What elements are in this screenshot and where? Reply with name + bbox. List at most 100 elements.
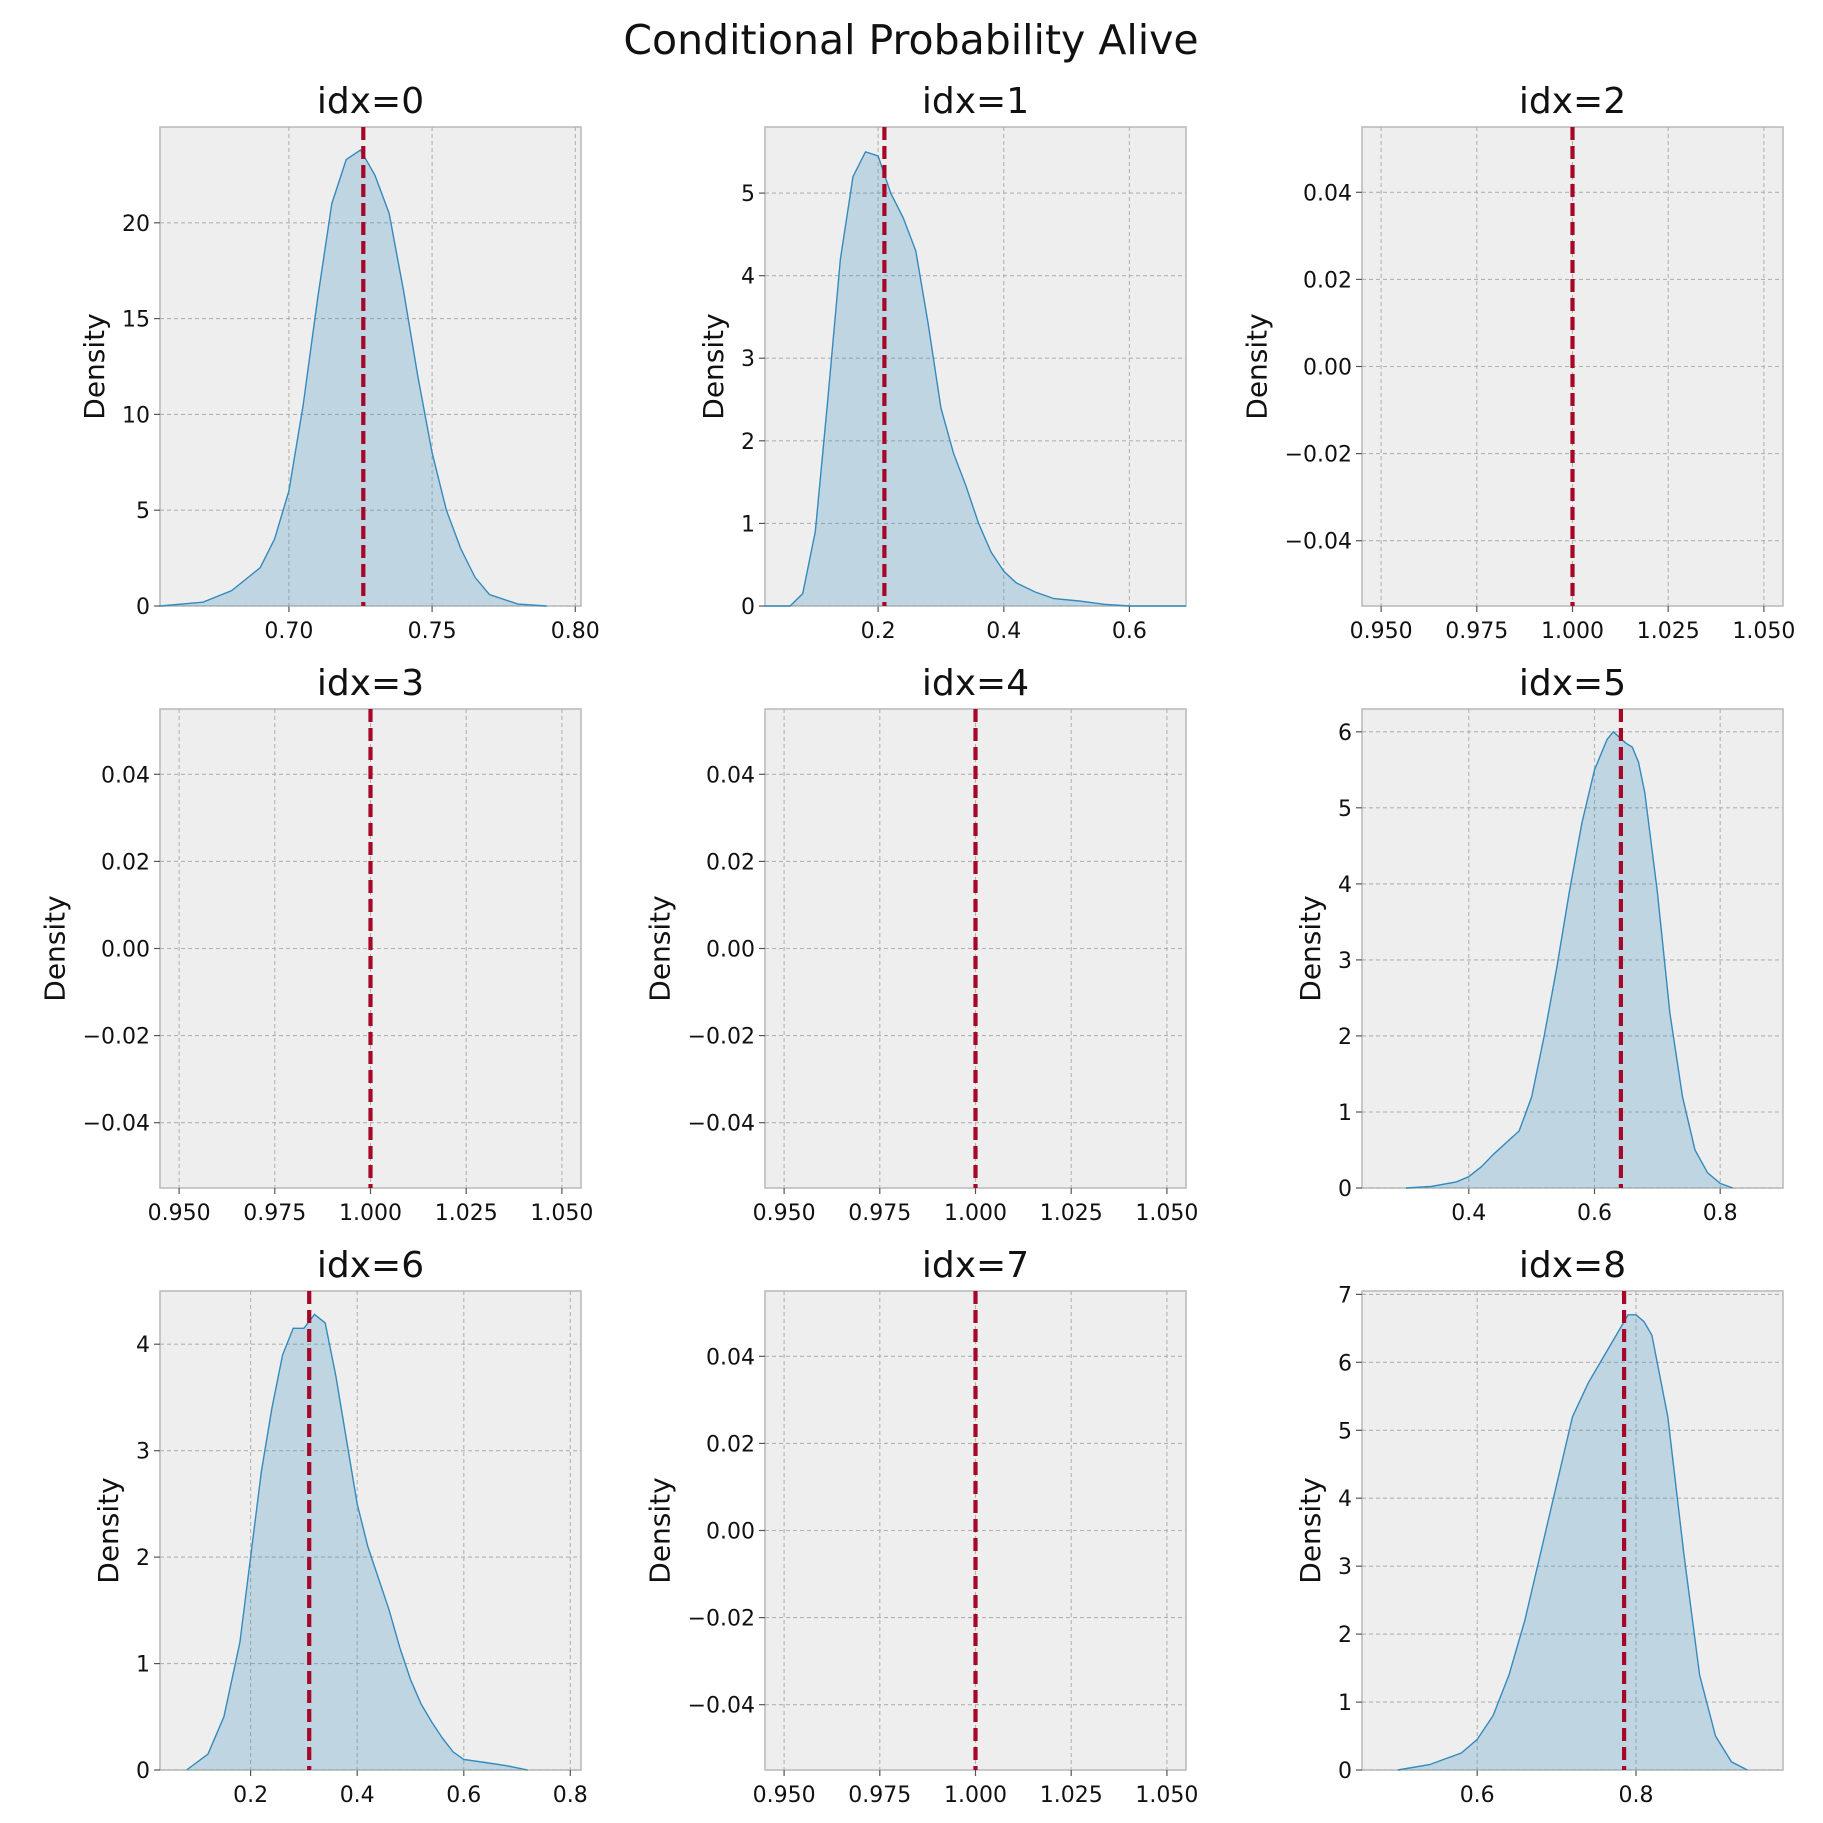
y-tick-label: 0.04 bbox=[1303, 181, 1352, 206]
density-curve bbox=[159, 149, 547, 607]
y-tick-label: 0 bbox=[136, 1759, 150, 1784]
chart-suptitle: Conditional Probability Alive bbox=[623, 16, 1198, 64]
y-axis-label: Density bbox=[644, 895, 677, 1001]
y-tick-label: −0.02 bbox=[83, 1025, 150, 1050]
y-tick-label: 0.04 bbox=[706, 763, 755, 788]
y-tick-label: −0.04 bbox=[83, 1112, 150, 1137]
y-tick-label: 5 bbox=[1338, 797, 1352, 822]
subplot-7: 0.950 0.975 1.000 1.025 1.050 −0.04 −0.02 0.00 0… bbox=[644, 1245, 1199, 1808]
x-tick-label: 1.050 bbox=[530, 1201, 593, 1226]
density-fill bbox=[1397, 1314, 1748, 1770]
subplot-title: idx=0 bbox=[317, 81, 424, 122]
x-tick-label: 0.6 bbox=[446, 1783, 481, 1808]
x-tick-label: 1.050 bbox=[1732, 619, 1795, 644]
density-fill bbox=[186, 1314, 528, 1770]
x-tick-label: 0.8 bbox=[1703, 1201, 1738, 1226]
y-axis-label: Density bbox=[1294, 1477, 1327, 1583]
x-tick-label: 0.975 bbox=[848, 1783, 911, 1808]
x-tick-label: 0.75 bbox=[408, 619, 457, 644]
y-tick-label: 0 bbox=[1338, 1759, 1352, 1784]
subplot-title: idx=4 bbox=[922, 663, 1029, 704]
y-tick-label: −0.02 bbox=[688, 1607, 755, 1632]
density-curve bbox=[765, 150, 1186, 607]
y-axis-label: Density bbox=[644, 1477, 677, 1583]
y-tick-label: 5 bbox=[136, 499, 150, 524]
x-tick-label: 1.000 bbox=[339, 1201, 402, 1226]
y-tick-label: 3 bbox=[136, 1440, 150, 1465]
subplot-1: 0.2 0.4 0.6 0 1 2 3 4 5 idx=1 Density bbox=[697, 81, 1187, 644]
x-tick-label: 0.950 bbox=[1350, 619, 1413, 644]
y-tick-label: 5 bbox=[741, 182, 755, 207]
y-tick-label: 0.02 bbox=[1303, 268, 1352, 293]
subplot-title: idx=8 bbox=[1519, 1245, 1626, 1286]
x-tick-label: 0.950 bbox=[148, 1201, 211, 1226]
density-curve bbox=[186, 1313, 528, 1771]
y-tick-label: 2 bbox=[136, 1546, 150, 1571]
x-tick-label: 0.6 bbox=[1112, 619, 1147, 644]
x-tick-label: 1.000 bbox=[1541, 619, 1604, 644]
y-tick-label: 1 bbox=[136, 1653, 150, 1678]
y-axis-label: Density bbox=[39, 895, 72, 1001]
y-tick-label: 3 bbox=[741, 347, 755, 372]
y-axis-label: Density bbox=[1294, 895, 1327, 1001]
plot-area bbox=[159, 126, 582, 607]
x-tick-label: 0.975 bbox=[243, 1201, 306, 1226]
y-axis-label: Density bbox=[78, 313, 111, 419]
subplot-2: 0.950 0.975 1.000 1.025 1.050 −0.04 −0.02 0.00 0… bbox=[1241, 81, 1796, 644]
x-tick-label: 0.975 bbox=[1445, 619, 1508, 644]
y-tick-label: 7 bbox=[1338, 1283, 1352, 1308]
x-tick-label: 1.025 bbox=[1040, 1783, 1103, 1808]
y-tick-label: 1 bbox=[741, 512, 755, 537]
y-tick-label: 1 bbox=[1338, 1691, 1352, 1716]
subplot-0: 0.70 0.75 0.80 0 5 10 15 20 idx=0 Density bbox=[78, 81, 600, 644]
x-tick-label: 0.4 bbox=[1451, 1201, 1486, 1226]
y-tick-label: 0 bbox=[1338, 1177, 1352, 1202]
x-tick-label: 1.025 bbox=[1637, 619, 1700, 644]
x-tick-label: 0.80 bbox=[551, 619, 600, 644]
x-tick-label: 0.8 bbox=[553, 1783, 588, 1808]
density-curve bbox=[1397, 1314, 1748, 1771]
x-tick-label: 0.70 bbox=[264, 619, 313, 644]
x-tick-label: 0.950 bbox=[753, 1201, 816, 1226]
y-tick-label: 0 bbox=[741, 595, 755, 620]
y-tick-label: 15 bbox=[122, 308, 150, 333]
y-tick-label: 0.04 bbox=[101, 763, 150, 788]
x-tick-label: 0.4 bbox=[986, 619, 1021, 644]
subplot-title: idx=1 bbox=[922, 81, 1029, 122]
y-tick-label: 0.00 bbox=[1303, 356, 1352, 381]
x-tick-label: 1.025 bbox=[435, 1201, 498, 1226]
y-tick-label: 0.00 bbox=[706, 1520, 755, 1545]
y-tick-label: 0.00 bbox=[101, 938, 150, 963]
subplot-3: 0.950 0.975 1.000 1.025 1.050 −0.04 −0.02 0.00 0… bbox=[39, 663, 594, 1226]
y-tick-label: 5 bbox=[1338, 1419, 1352, 1444]
x-tick-label: 0.6 bbox=[1460, 1783, 1495, 1808]
subplot-title: idx=5 bbox=[1519, 663, 1626, 704]
x-tick-label: 0.8 bbox=[1619, 1783, 1654, 1808]
y-tick-label: 10 bbox=[122, 403, 150, 428]
y-tick-label: 3 bbox=[1338, 1555, 1352, 1580]
x-tick-label: 1.050 bbox=[1135, 1783, 1198, 1808]
y-tick-label: 0 bbox=[136, 595, 150, 620]
subplot-title: idx=2 bbox=[1519, 81, 1626, 122]
y-axis-label: Density bbox=[697, 313, 730, 419]
x-tick-label: 1.000 bbox=[944, 1201, 1007, 1226]
x-tick-label: 0.950 bbox=[753, 1783, 816, 1808]
x-tick-label: 1.000 bbox=[944, 1783, 1007, 1808]
y-tick-label: 20 bbox=[122, 212, 150, 237]
y-tick-label: 0.02 bbox=[101, 850, 150, 875]
y-tick-label: 4 bbox=[1338, 1487, 1352, 1512]
y-tick-label: −0.02 bbox=[1285, 443, 1352, 468]
y-tick-label: 1 bbox=[1338, 1101, 1352, 1126]
y-tick-label: 2 bbox=[741, 430, 755, 455]
y-tick-label: −0.04 bbox=[688, 1694, 755, 1719]
subplot-8: 0.6 0.8 0 1 2 3 4 5 6 7 idx=8 Density bbox=[1294, 1245, 1784, 1808]
y-axis-label: Density bbox=[1241, 313, 1274, 419]
x-tick-label: 1.025 bbox=[1040, 1201, 1103, 1226]
x-tick-label: 1.050 bbox=[1135, 1201, 1198, 1226]
y-tick-label: −0.04 bbox=[688, 1112, 755, 1137]
x-tick-label: 0.975 bbox=[848, 1201, 911, 1226]
subplot-4: 0.950 0.975 1.000 1.025 1.050 −0.04 −0.02 0.00 0… bbox=[644, 663, 1199, 1226]
x-tick-label: 0.4 bbox=[340, 1783, 375, 1808]
x-tick-label: 0.2 bbox=[861, 619, 896, 644]
